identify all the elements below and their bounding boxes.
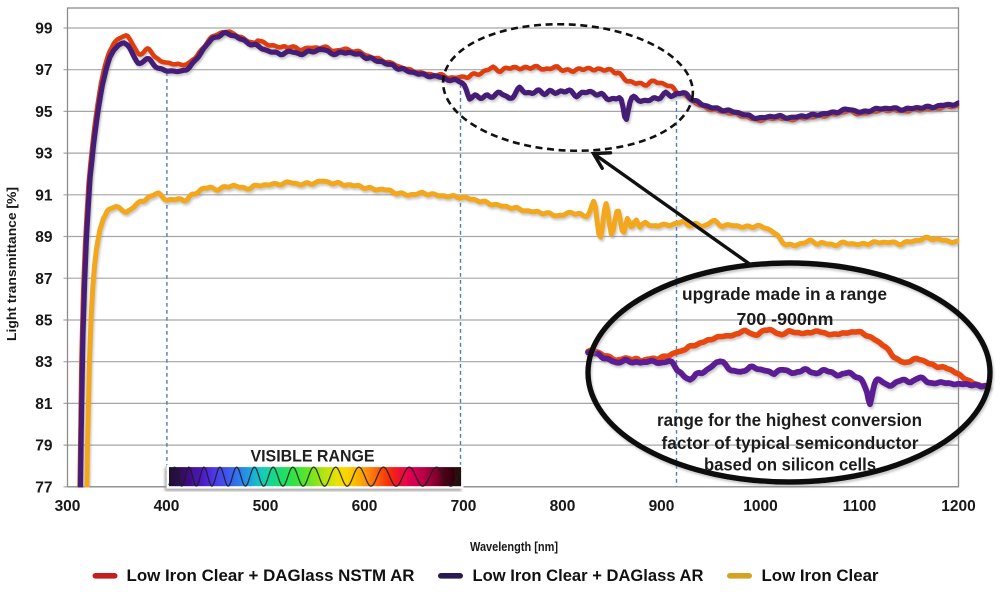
svg-text:Light transmittance [%]: Light transmittance [%]: [4, 187, 19, 341]
svg-text:Low Iron Clear + DAGlass NSTM: Low Iron Clear + DAGlass NSTM AR: [127, 566, 415, 585]
svg-text:Low Iron Clear: Low Iron Clear: [762, 566, 879, 585]
svg-text:range for the highest conversi: range for the highest conversion: [657, 410, 922, 430]
svg-text:91: 91: [35, 187, 53, 204]
svg-text:based on silicon cells: based on silicon cells: [704, 455, 876, 475]
svg-text:81: 81: [35, 396, 53, 413]
svg-text:95: 95: [35, 104, 53, 121]
svg-text:900: 900: [649, 498, 675, 515]
svg-text:VISIBLE RANGE: VISIBLE RANGE: [251, 448, 375, 466]
svg-text:1100: 1100: [843, 498, 877, 515]
svg-text:77: 77: [35, 479, 52, 496]
svg-text:upgrade made in a range: upgrade made in a range: [682, 284, 887, 304]
svg-text:99: 99: [35, 21, 53, 38]
svg-text:97: 97: [35, 62, 52, 79]
svg-text:Low Iron Clear + DAGlass AR: Low Iron Clear + DAGlass AR: [473, 566, 704, 585]
svg-text:700: 700: [451, 498, 477, 515]
svg-text:85: 85: [35, 313, 53, 330]
svg-text:400: 400: [154, 498, 180, 515]
svg-text:500: 500: [253, 498, 279, 515]
svg-text:83: 83: [35, 354, 53, 371]
svg-text:Wavelength [nm]: Wavelength [nm]: [470, 540, 558, 554]
svg-text:1000: 1000: [743, 498, 777, 515]
svg-text:factor of typical semiconducto: factor of typical semiconductor: [662, 433, 919, 453]
svg-text:300: 300: [55, 498, 81, 515]
svg-text:800: 800: [550, 498, 576, 515]
svg-text:700 -900nm: 700 -900nm: [737, 309, 834, 329]
svg-text:79: 79: [35, 438, 53, 455]
svg-text:89: 89: [35, 229, 53, 246]
svg-text:1200: 1200: [941, 498, 975, 515]
svg-text:93: 93: [35, 146, 53, 163]
svg-text:87: 87: [35, 271, 52, 288]
svg-text:600: 600: [352, 498, 378, 515]
